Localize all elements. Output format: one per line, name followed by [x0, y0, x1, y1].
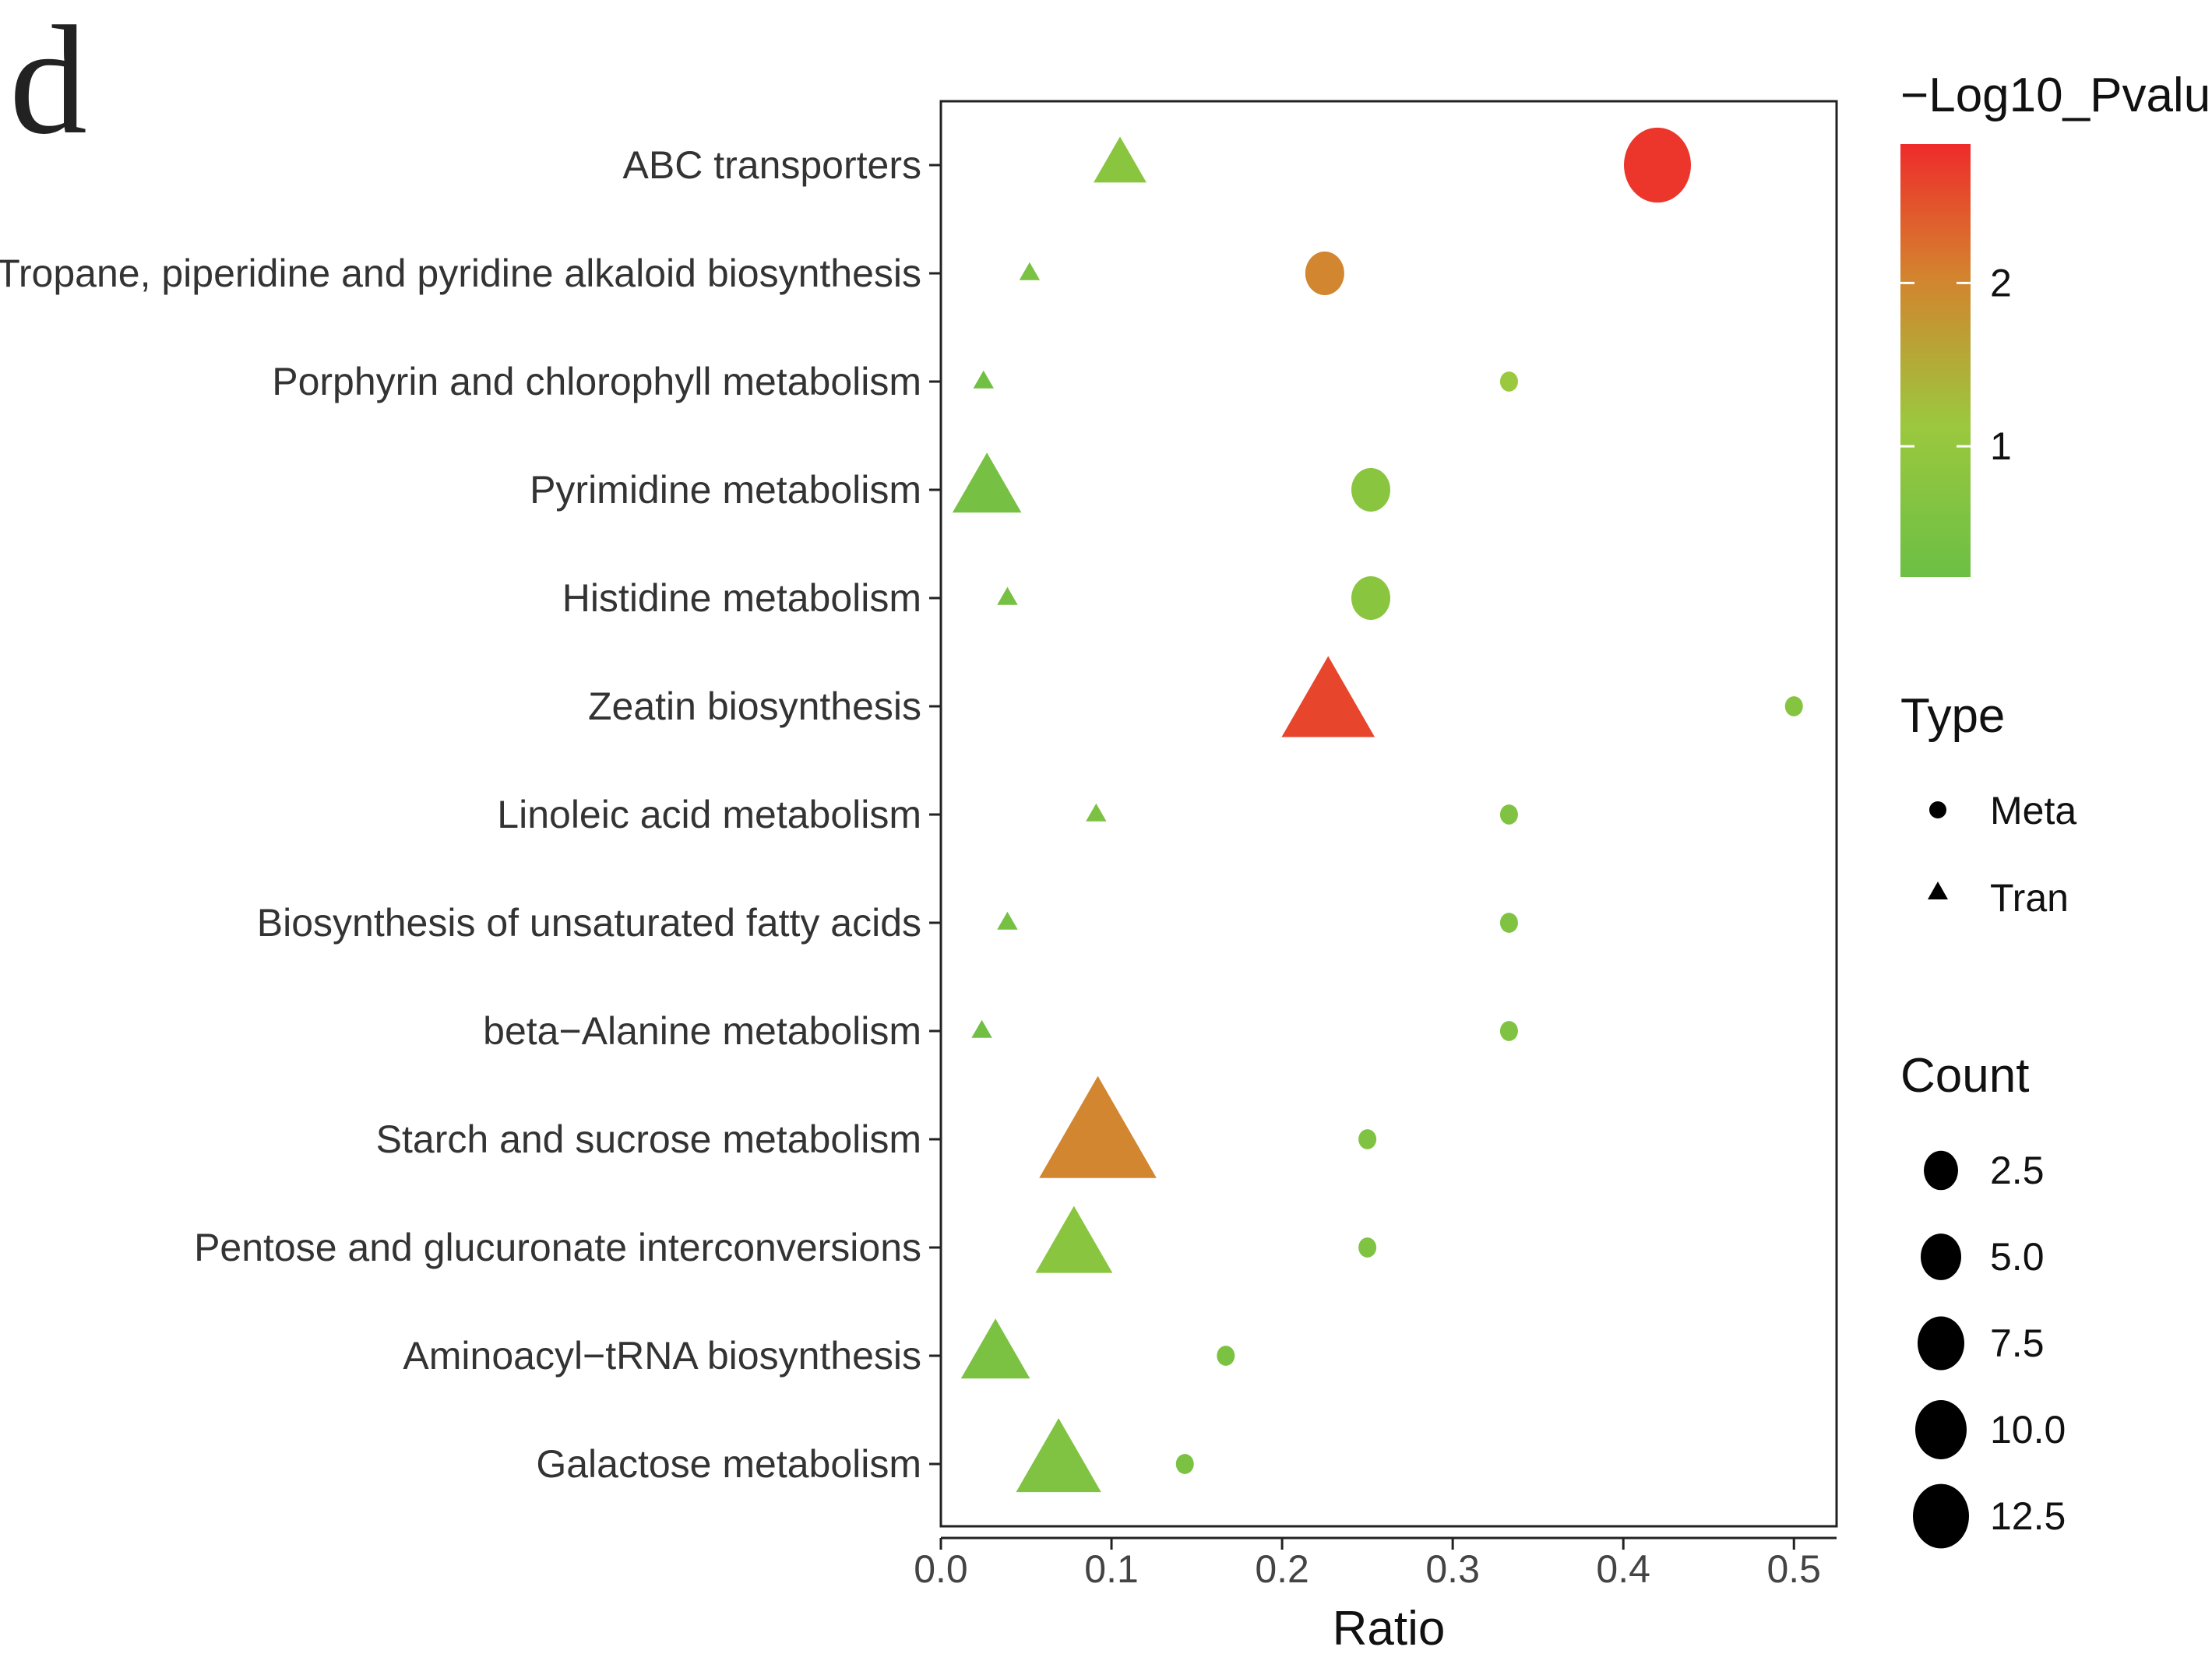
data-points — [952, 127, 1803, 1493]
tran-point — [1016, 1418, 1101, 1493]
meta-legend-label: Meta — [1990, 789, 2076, 832]
meta-point — [1499, 1021, 1518, 1041]
category-label: Galactose metabolism — [536, 1442, 921, 1486]
color-legend-ticks: 21 — [1900, 261, 2012, 468]
color-legend-label: 1 — [1990, 424, 2012, 468]
tran-point — [1086, 803, 1107, 822]
category-label: Pyrimidine metabolism — [530, 468, 921, 512]
meta-point — [1499, 804, 1518, 825]
size-legend-label: 12.5 — [1990, 1494, 2066, 1538]
meta-point — [1175, 1454, 1194, 1474]
meta-point — [1351, 468, 1390, 512]
x-axis-title: Ratio — [1333, 1602, 1446, 1656]
size-legend-label: 5.0 — [1990, 1235, 2045, 1279]
x-tick-label: 0.2 — [1255, 1547, 1309, 1591]
category-label: Aminoacyl−tRNA biosynthesis — [403, 1334, 921, 1378]
meta-point — [1499, 371, 1518, 392]
size-legend-dot — [1924, 1150, 1958, 1191]
size-legend-label: 10.0 — [1990, 1408, 2066, 1452]
meta-point — [1624, 127, 1691, 203]
category-label: Zeatin biosynthesis — [588, 684, 921, 728]
category-label: Porphyrin and chlorophyll metabolism — [272, 360, 921, 403]
tran-point — [952, 452, 1022, 513]
size-legend-dot — [1913, 1483, 1969, 1549]
plot-panel — [939, 100, 1838, 1528]
x-axis: 0.0 0.1 0.2 0.3 0.4 0.5 — [914, 1536, 1837, 1591]
x-tick-label: 0.3 — [1425, 1547, 1480, 1591]
y-axis-ticks — [929, 164, 941, 1466]
tran-legend-icon — [1928, 882, 1948, 899]
tran-point — [1281, 656, 1375, 737]
tran-point — [973, 370, 994, 389]
meta-point — [1358, 1129, 1377, 1149]
color-legend-bar — [1900, 144, 1971, 577]
y-axis-labels: ABC transporters Tropane, piperidine and … — [0, 143, 921, 1486]
size-legend-dot — [1918, 1316, 1964, 1371]
tran-point — [997, 911, 1018, 930]
x-tick-label: 0.5 — [1766, 1547, 1821, 1591]
meta-point — [1217, 1346, 1235, 1366]
category-label: Biosynthesis of unsaturated fatty acids — [257, 901, 921, 945]
category-label: Starch and sucrose metabolism — [376, 1117, 921, 1161]
tran-point — [997, 586, 1018, 605]
tran-point — [971, 1019, 992, 1038]
panel-label: d — [9, 0, 87, 167]
tran-point — [1039, 1075, 1157, 1178]
shape-legend-title: Type — [1900, 689, 2005, 743]
category-label: Tropane, piperidine and pyridine alkaloi… — [0, 252, 921, 295]
size-legend-label: 7.5 — [1990, 1321, 2045, 1365]
tran-point — [1094, 136, 1147, 183]
meta-point — [1499, 913, 1518, 933]
meta-legend-icon — [1929, 801, 1946, 818]
x-tick-label: 0.0 — [914, 1547, 968, 1591]
size-legend-dot — [1921, 1233, 1961, 1280]
x-tick-label: 0.1 — [1084, 1547, 1139, 1591]
size-legend-label: 2.5 — [1990, 1149, 2045, 1192]
category-label: ABC transporters — [623, 143, 921, 187]
x-tick-label: 0.4 — [1596, 1547, 1650, 1591]
category-label: Pentose and glucuronate interconversions — [194, 1226, 921, 1269]
size-legend-dot — [1915, 1400, 1967, 1459]
category-label: beta−Alanine metabolism — [483, 1009, 921, 1053]
meta-point — [1784, 696, 1803, 716]
size-legend: 2.5 5.0 7.5 10.0 12.5 — [1913, 1149, 2066, 1549]
tran-point — [1019, 262, 1041, 280]
color-legend-title: −Log10_Pvalue — [1900, 69, 2212, 122]
tran-point — [1035, 1205, 1113, 1273]
meta-point — [1358, 1237, 1377, 1258]
category-label: Histidine metabolism — [562, 576, 921, 620]
meta-point — [1305, 252, 1344, 295]
color-legend-label: 2 — [1990, 261, 2012, 304]
tran-point — [960, 1318, 1030, 1379]
size-legend-title: Count — [1900, 1049, 2029, 1103]
meta-point — [1351, 576, 1390, 620]
category-label: Linoleic acid metabolism — [497, 793, 921, 836]
tran-legend-label: Tran — [1990, 876, 2069, 920]
